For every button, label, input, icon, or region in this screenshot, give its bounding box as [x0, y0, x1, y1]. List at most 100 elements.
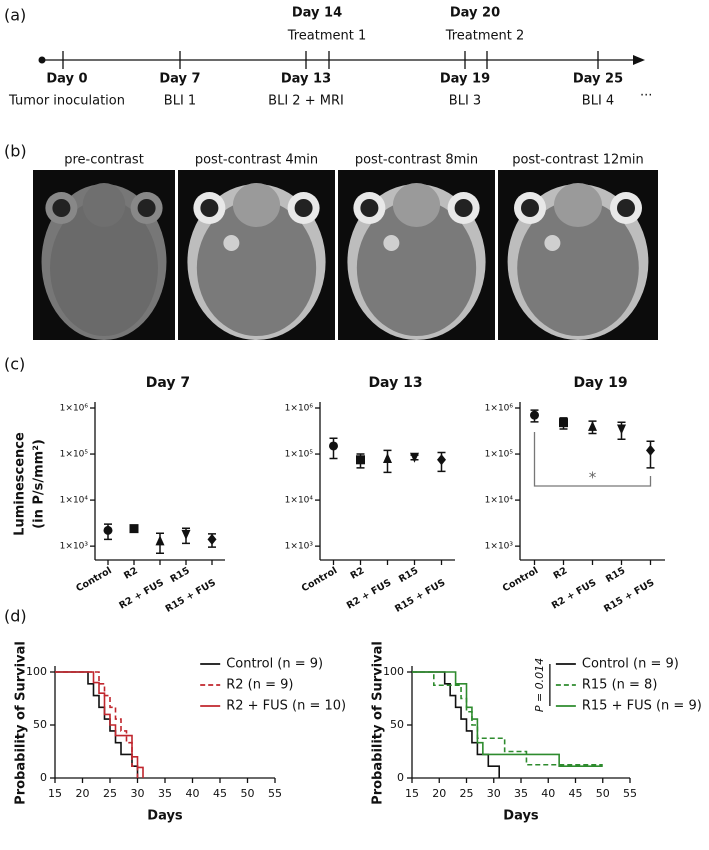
- mri-image: [338, 170, 495, 340]
- x-tick-label: 45: [213, 787, 227, 800]
- event-label: Tumor inoculation: [8, 94, 125, 109]
- image-caption: post-contrast 4min: [195, 153, 318, 168]
- x-tick-label: Control: [74, 565, 114, 594]
- x-tick-label: 45: [569, 787, 583, 800]
- p-value: P = 0.014: [533, 658, 546, 712]
- y-tick-label: 1×10⁶: [285, 404, 314, 414]
- event-label: Treatment 2: [445, 29, 525, 44]
- frontal: [82, 183, 126, 227]
- event-day: Day 13: [281, 72, 331, 87]
- frontal: [554, 183, 602, 227]
- legend-label: Control (n = 9): [226, 657, 323, 672]
- marker: [329, 441, 338, 451]
- chart-title: Day 13: [368, 375, 422, 391]
- brain: [356, 200, 477, 336]
- event-label: BLI 3: [449, 94, 481, 109]
- eye-inner: [294, 199, 313, 217]
- legend-label: R15 + FUS (n = 9): [582, 699, 702, 714]
- chart-title: Day 19: [573, 375, 627, 391]
- image-caption: post-contrast 8min: [355, 153, 478, 168]
- marker: [356, 455, 365, 465]
- y-tick-label: 0: [40, 771, 47, 784]
- marker: [181, 529, 191, 540]
- eye-inner: [617, 199, 635, 217]
- x-tick-label: 50: [241, 787, 255, 800]
- panel-label: (a): [4, 6, 26, 25]
- event-day: Day 19: [440, 72, 490, 87]
- legend-label: R2 + FUS (n = 10): [226, 699, 346, 714]
- y-tick-label: 100: [26, 665, 47, 678]
- x-tick-label: Control: [300, 565, 340, 594]
- eye-inner: [200, 199, 219, 217]
- significance-label: *: [589, 469, 597, 487]
- survival-curve: [55, 671, 139, 778]
- chart-title: Day 7: [146, 375, 190, 391]
- marker: [617, 424, 626, 435]
- y-tick-label: 50: [33, 718, 47, 731]
- event-day: Day 14: [292, 6, 342, 21]
- x-tick-label: 15: [48, 787, 62, 800]
- x-tick-label: 20: [432, 787, 446, 800]
- x-tick-label: 30: [487, 787, 501, 800]
- survival-curve: [412, 671, 603, 766]
- x-tick-label: R2: [122, 565, 140, 581]
- marker: [155, 535, 165, 546]
- y-tick-label: 0: [397, 771, 404, 784]
- mri-image: [178, 170, 335, 340]
- y-tick-label: 1×10³: [60, 542, 89, 552]
- x-tick-label: 20: [76, 787, 90, 800]
- y-tick-label: 1×10⁶: [485, 404, 514, 414]
- brain: [517, 200, 639, 336]
- significance-bracket: [533, 432, 652, 487]
- survival-curve: [412, 671, 603, 768]
- timeline-start: [38, 56, 46, 64]
- panel-label: (d): [4, 607, 27, 626]
- event-label: BLI 4: [582, 94, 614, 109]
- x-tick-label: 35: [158, 787, 172, 800]
- frontal: [232, 183, 281, 227]
- event-day: Day 0: [46, 72, 87, 87]
- image-caption: post-contrast 12min: [512, 153, 644, 168]
- x-tick-label: 35: [514, 787, 528, 800]
- marker: [588, 420, 597, 431]
- y-axis-label: (in P/s/mm²): [32, 439, 47, 529]
- marker: [437, 454, 446, 466]
- x-tick-label: 55: [623, 787, 637, 800]
- lesion: [223, 235, 240, 251]
- lesion: [544, 235, 561, 251]
- panel-label: (c): [4, 355, 25, 374]
- marker: [383, 453, 392, 464]
- event-day: Day 25: [573, 72, 623, 87]
- marker: [103, 525, 113, 535]
- y-tick-label: 1×10⁴: [285, 496, 314, 506]
- mri-image: [498, 170, 658, 340]
- mri-image: [33, 170, 175, 340]
- y-tick-label: 1×10³: [485, 542, 514, 552]
- panel-label: (b): [4, 142, 27, 161]
- x-tick-label: 30: [131, 787, 145, 800]
- survival-curve: [55, 671, 139, 778]
- eye-inner: [137, 199, 156, 217]
- brain: [50, 200, 158, 336]
- x-tick-label: Control: [501, 565, 541, 594]
- y-tick-label: 1×10⁵: [60, 450, 89, 460]
- y-tick-label: 100: [383, 665, 404, 678]
- frontal: [392, 183, 441, 227]
- lesion: [383, 235, 400, 251]
- y-tick-label: 1×10⁵: [285, 450, 314, 460]
- event-day: Day 7: [159, 72, 200, 87]
- x-tick-label: 50: [596, 787, 610, 800]
- x-tick-label: R15: [168, 565, 191, 585]
- brain: [196, 200, 317, 336]
- marker: [207, 533, 217, 545]
- y-tick-label: 1×10⁵: [485, 450, 514, 460]
- x-axis-label: Days: [147, 809, 183, 824]
- eye-inner: [454, 199, 473, 217]
- event-day: Day 20: [450, 6, 500, 21]
- eye-inner: [360, 199, 379, 217]
- ellipsis: ...: [640, 85, 652, 100]
- x-tick-label: R2: [552, 565, 570, 581]
- y-tick-label: 1×10³: [285, 542, 314, 552]
